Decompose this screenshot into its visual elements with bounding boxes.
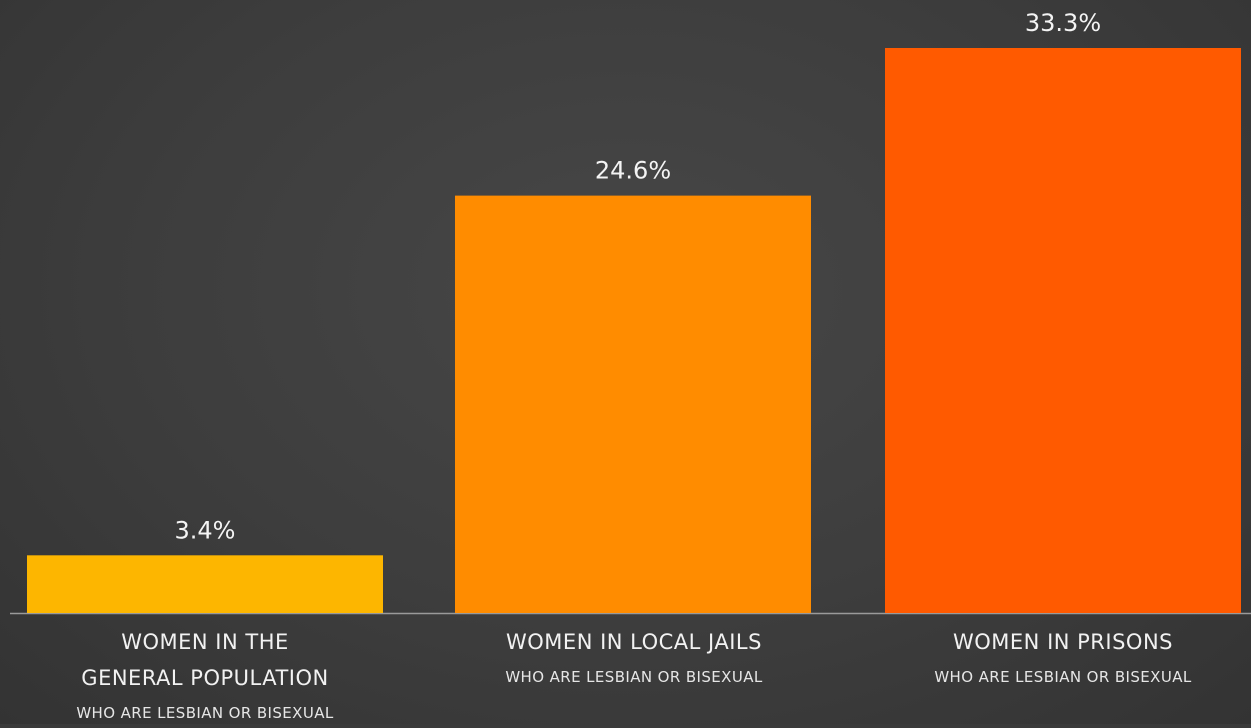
data-label-0: 3.4%	[175, 516, 236, 544]
bar-2	[885, 48, 1241, 613]
category-title-line1: WOMEN IN LOCAL JAILS	[506, 630, 762, 654]
bar-1	[455, 195, 811, 613]
category-subtitle: WHO ARE LESBIAN OR BISEXUAL	[76, 704, 334, 722]
bar-0	[27, 555, 383, 613]
category-title-line1: WOMEN IN THE	[121, 630, 289, 654]
category-label-prisons: WOMEN IN PRISONS WHO ARE LESBIAN OR BISE…	[873, 624, 1251, 692]
category-subtitle: WHO ARE LESBIAN OR BISEXUAL	[505, 668, 763, 686]
category-label-local-jails: WOMEN IN LOCAL JAILS WHO ARE LESBIAN OR …	[444, 624, 824, 692]
category-label-general-population: WOMEN IN THE GENERAL POPULATION WHO ARE …	[15, 624, 395, 728]
category-title-line1: WOMEN IN PRISONS	[953, 630, 1173, 654]
data-label-2: 33.3%	[1025, 9, 1101, 37]
data-label-1: 24.6%	[595, 157, 671, 185]
category-title-line2: GENERAL POPULATION	[81, 666, 329, 690]
category-subtitle: WHO ARE LESBIAN OR BISEXUAL	[934, 668, 1192, 686]
